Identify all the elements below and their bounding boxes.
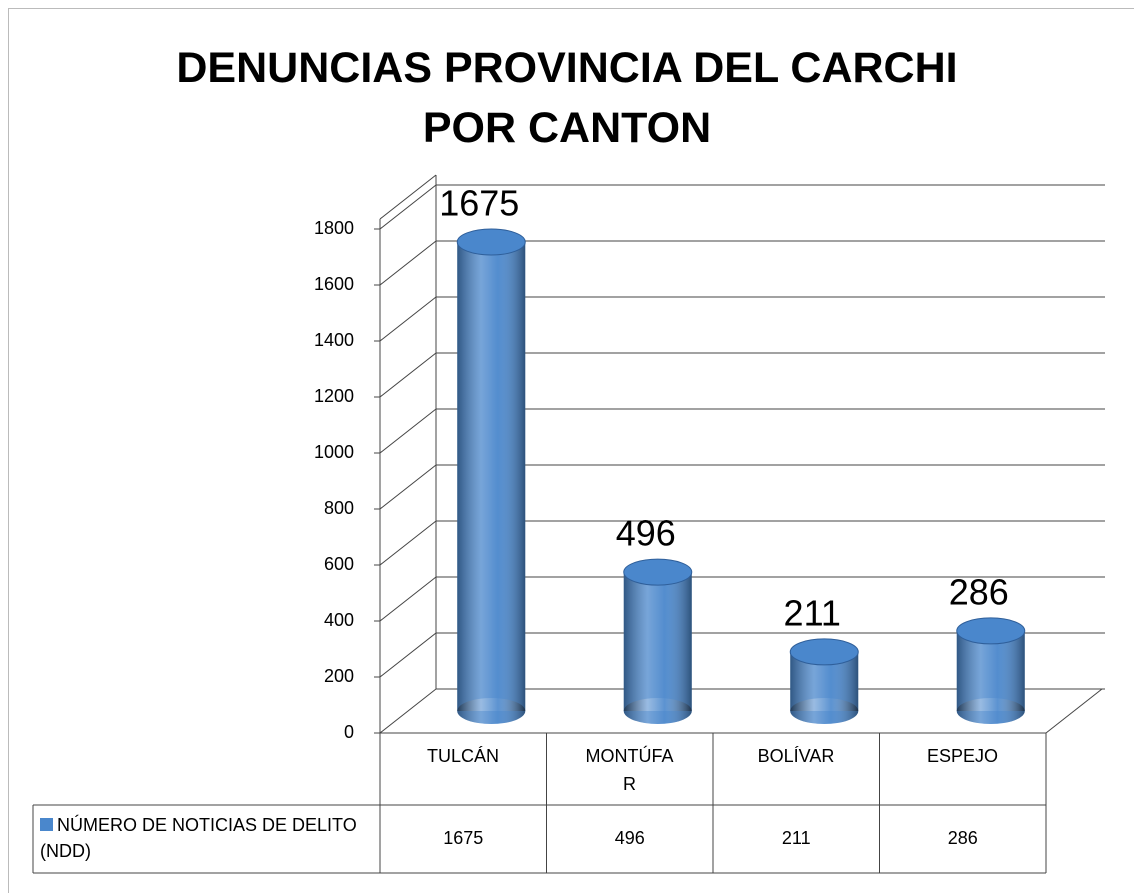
y-tick-label: 1800 bbox=[314, 218, 354, 238]
grid-line bbox=[379, 184, 437, 230]
x-tick-label: MONTÚFAR bbox=[547, 742, 713, 798]
bar bbox=[789, 638, 859, 724]
bar-top bbox=[956, 617, 1026, 645]
bar-top bbox=[623, 558, 693, 586]
value-label: 286 bbox=[949, 571, 1009, 612]
grid-line bbox=[379, 240, 437, 286]
legend: NÚMERO DE NOTICIAS DE DELITO (NDD) bbox=[40, 812, 380, 864]
grid-line bbox=[379, 632, 437, 678]
grid-line bbox=[379, 464, 437, 510]
table-value: 1675 bbox=[443, 828, 483, 848]
x-tick-label-text: MONTÚFAR bbox=[585, 746, 674, 794]
grid-line bbox=[379, 408, 437, 454]
y-tick-label: 200 bbox=[324, 666, 354, 686]
value-label: 1675 bbox=[439, 183, 519, 224]
table-value: 286 bbox=[948, 828, 978, 848]
floor-edge bbox=[1045, 688, 1103, 734]
y-tick-label: 400 bbox=[324, 610, 354, 630]
x-tick-label: ESPEJO bbox=[880, 742, 1046, 770]
value-label: 211 bbox=[784, 592, 841, 633]
legend-key bbox=[40, 818, 53, 831]
y-tick-label: 1000 bbox=[314, 442, 354, 462]
grid-line bbox=[379, 296, 437, 342]
y-tick-label: 1200 bbox=[314, 386, 354, 406]
x-tick-label: TULCÁN bbox=[380, 742, 546, 770]
bar-top bbox=[456, 228, 526, 256]
x-tick-label-text: ESPEJO bbox=[926, 746, 999, 766]
grid-line bbox=[379, 520, 437, 566]
frame bbox=[8, 8, 1134, 893]
y-tick-label: 600 bbox=[324, 554, 354, 574]
grid-line bbox=[379, 688, 437, 734]
x-tick-label: BOLÍVAR bbox=[713, 742, 879, 770]
y-tick-label: 1400 bbox=[314, 330, 354, 350]
y-tick-label: 0 bbox=[344, 722, 354, 742]
bar-body-shade bbox=[457, 242, 526, 711]
legend-text: NÚMERO DE NOTICIAS DE DELITO (NDD) bbox=[40, 815, 357, 861]
bar bbox=[623, 558, 693, 724]
y-tick-label: 800 bbox=[324, 498, 354, 518]
y-tick-label: 1600 bbox=[314, 274, 354, 294]
table-value: 496 bbox=[615, 828, 645, 848]
x-tick-label-text: BOLÍVAR bbox=[757, 746, 835, 766]
chart-title: DENUNCIAS PROVINCIA DEL CARCHI POR CANTO… bbox=[176, 44, 994, 152]
x-tick-label-text: TULCÁN bbox=[426, 746, 499, 766]
bar bbox=[456, 228, 526, 724]
bar bbox=[956, 617, 1026, 724]
bar-body-shade bbox=[623, 572, 692, 711]
wall-top bbox=[379, 174, 437, 220]
bar-top bbox=[789, 638, 859, 666]
grid-line bbox=[379, 576, 437, 622]
table-value: 211 bbox=[782, 828, 811, 848]
grid-line bbox=[379, 352, 437, 398]
value-label: 496 bbox=[616, 513, 676, 554]
